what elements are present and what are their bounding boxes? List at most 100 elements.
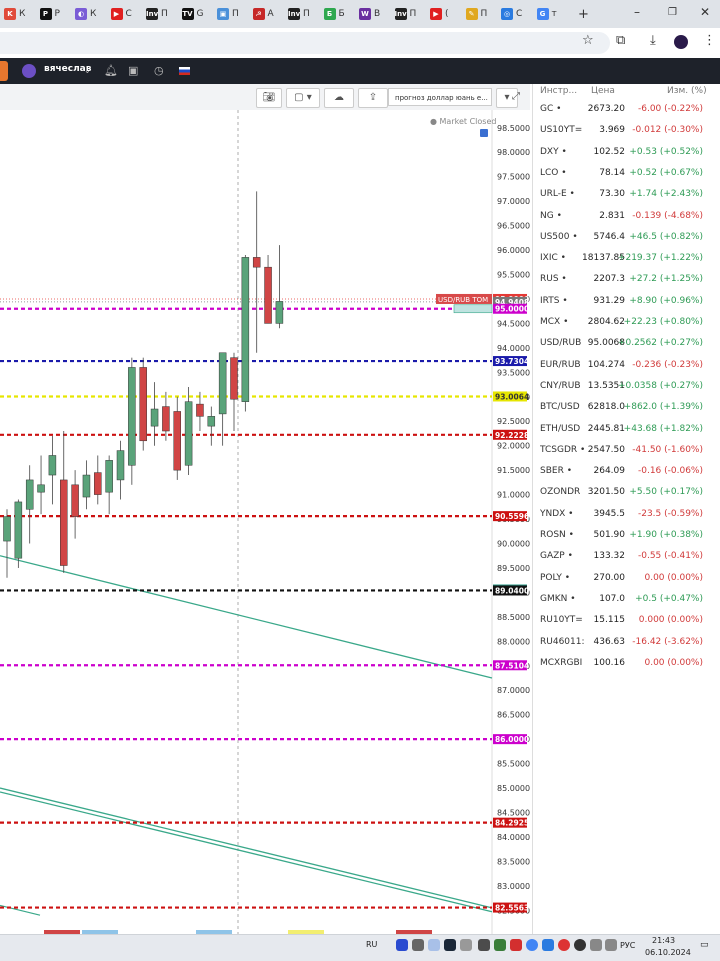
browser-tab[interactable]: ▶( bbox=[430, 5, 449, 23]
tray-app-icon[interactable] bbox=[478, 939, 490, 951]
camera-icon[interactable]: 📷︎ bbox=[256, 88, 282, 108]
watchlist-row[interactable]: YNDX • 3945.5 -23.5 (-0.59%) bbox=[533, 504, 720, 525]
watchlist-row[interactable]: GMKN • 107.0 +0.5 (+0.47%) bbox=[533, 589, 720, 610]
russian-flag-icon[interactable] bbox=[179, 67, 190, 75]
maximize-icon[interactable]: ❐ bbox=[668, 7, 677, 18]
watchlist-row[interactable]: EUR/RUB 104.274 -0.236 (-0.23%) bbox=[533, 355, 720, 376]
volume-icon[interactable] bbox=[605, 939, 617, 951]
browser-tab[interactable]: Inv П bbox=[394, 5, 416, 23]
instrument-change: +0.2562 (+0.27%) bbox=[617, 338, 703, 349]
cloud-save-icon[interactable]: ☁ bbox=[324, 88, 354, 108]
watchlist-row[interactable]: SBER • 264.09 -0.16 (-0.06%) bbox=[533, 461, 720, 482]
watchlist-row[interactable]: OZONDR 3201.50 +5.50 (+0.17%) bbox=[533, 482, 720, 503]
user-name[interactable]: вячеслав bbox=[44, 64, 92, 74]
briefcase-icon[interactable]: ▣ bbox=[128, 64, 139, 77]
side-menu-button[interactable] bbox=[0, 61, 8, 81]
yandex-icon[interactable] bbox=[558, 939, 570, 951]
chevron-down-icon[interactable]: ▾ bbox=[496, 88, 518, 108]
bookmark-star-icon[interactable]: ☆ bbox=[582, 33, 594, 48]
steam-icon[interactable] bbox=[444, 939, 456, 951]
watchlist-row[interactable]: POLY • 270.00 0.00 (0.00%) bbox=[533, 568, 720, 589]
watchlist-row[interactable]: BTC/USD 62818.0 +862.0 (+1.39%) bbox=[533, 397, 720, 418]
instrument-change: -0.16 (-0.06%) bbox=[637, 466, 703, 477]
tray-app-icon[interactable] bbox=[428, 939, 440, 951]
extensions-icon[interactable]: ⧉ bbox=[616, 33, 626, 48]
user-avatar[interactable] bbox=[22, 64, 36, 78]
watchlist-row[interactable]: CNY/RUB 13.5351 +0.0358 (+0.27%) bbox=[533, 376, 720, 397]
browser-tab[interactable]: ✎ П bbox=[465, 5, 487, 23]
symbol-title[interactable]: прогноз доллар юань е... bbox=[388, 88, 492, 106]
wifi-icon[interactable] bbox=[590, 939, 602, 951]
menu-dots-icon[interactable]: ⋮ bbox=[703, 33, 716, 48]
watchlist-row[interactable]: ROSN • 501.90 +1.90 (+0.38%) bbox=[533, 525, 720, 546]
clock-icon[interactable]: ◷ bbox=[154, 64, 164, 77]
cloud-upload-icon[interactable]: ⇪ bbox=[358, 88, 388, 108]
browser-tab[interactable]: ▣ П bbox=[217, 5, 239, 23]
info-icon[interactable] bbox=[480, 129, 488, 137]
browser-tab[interactable]: ◐ К bbox=[75, 5, 96, 23]
chart-style-dropdown[interactable]: ▢ ▾ bbox=[286, 88, 320, 108]
notification-icon[interactable]: ▭ bbox=[700, 940, 709, 950]
tray-app-icon[interactable] bbox=[412, 939, 424, 951]
watchlist-row[interactable]: IRTS • 931.29 +8.90 (+0.96%) bbox=[533, 291, 720, 312]
col-symbol[interactable]: Инстр... bbox=[540, 86, 578, 96]
clock-date[interactable]: 06.10.2024 bbox=[645, 948, 691, 957]
browser-tab[interactable]: Inv П bbox=[288, 5, 310, 23]
tab-favicon-icon: Б bbox=[323, 8, 336, 20]
watchlist-row[interactable]: RU10YT= 15.115 0.000 (0.00%) bbox=[533, 610, 720, 631]
watchlist-row[interactable]: TCSGDR • 2547.50 -41.50 (-1.60%) bbox=[533, 440, 720, 461]
tab-label: В bbox=[374, 9, 381, 19]
watchlist-row[interactable]: GC • 2673.20 -6.00 (-0.22%) bbox=[533, 99, 720, 120]
new-tab-button[interactable]: + bbox=[578, 6, 589, 22]
browser-tab[interactable]: Inv П bbox=[146, 5, 168, 23]
fullscreen-icon[interactable]: ⤢ bbox=[512, 91, 520, 102]
nvidia-icon[interactable] bbox=[494, 939, 506, 951]
instrument-price: 264.09 bbox=[593, 466, 626, 477]
instrument-price: 95.0068 bbox=[587, 338, 625, 349]
price-chart[interactable]: 98.5000 98.0000 97.5000 97.0000 96.5000 96.00… bbox=[0, 110, 530, 940]
col-price[interactable]: Цена bbox=[591, 86, 615, 96]
clock-time[interactable]: 21:43 bbox=[652, 936, 676, 945]
watchlist-row[interactable]: MCX • 2804.62 +22.23 (+0.80%) bbox=[533, 312, 720, 333]
watchlist-row[interactable]: LCO • 78.14 +0.52 (+0.67%) bbox=[533, 163, 720, 184]
watchlist-row[interactable]: GAZP • 133.32 -0.55 (-0.41%) bbox=[533, 546, 720, 567]
download-icon[interactable]: ⤓ bbox=[650, 33, 656, 48]
tray-app-icon[interactable] bbox=[510, 939, 522, 951]
watchlist-row[interactable]: RUS • 2207.3 +27.2 (+1.25%) bbox=[533, 269, 720, 290]
close-window-icon[interactable]: ✕ bbox=[700, 5, 711, 19]
chevron-down-icon[interactable]: ⌄ bbox=[84, 66, 91, 75]
watchlist-row[interactable]: MCXRGBI 100.16 0.00 (0.00%) bbox=[533, 653, 720, 674]
bell-icon[interactable]: 🔔︎ bbox=[104, 64, 118, 77]
watchlist-row[interactable]: IXIC • 18137.85 +219.37 (+1.22%) bbox=[533, 248, 720, 269]
omnibox[interactable] bbox=[0, 32, 610, 54]
watchlist-row[interactable]: ETH/USD 2445.81 +43.68 (+1.82%) bbox=[533, 419, 720, 440]
watchlist-row[interactable]: NG • 2.831 -0.139 (-4.68%) bbox=[533, 206, 720, 227]
profile-avatar[interactable] bbox=[674, 35, 688, 49]
browser-tab[interactable]: ◎ С bbox=[501, 5, 522, 23]
watchlist-row[interactable]: US500 • 5746.4 +46.5 (+0.82%) bbox=[533, 227, 720, 248]
price-line-tag bbox=[493, 303, 527, 314]
browser-tab[interactable]: ▶ С bbox=[110, 5, 132, 23]
watchlist-row[interactable]: RU46011: 436.63 -16.42 (-3.62%) bbox=[533, 632, 720, 653]
watchlist-row[interactable]: URL-E • 73.30 +1.74 (+2.43%) bbox=[533, 184, 720, 205]
chrome-icon[interactable] bbox=[526, 939, 538, 951]
tray-app-icon[interactable] bbox=[396, 939, 408, 951]
tray-app-icon[interactable] bbox=[542, 939, 554, 951]
watchlist-row[interactable]: DXY • 102.52 +0.53 (+0.52%) bbox=[533, 142, 720, 163]
language-indicator[interactable]: RU bbox=[366, 940, 378, 949]
tray-app-icon[interactable] bbox=[574, 939, 586, 951]
browser-tab[interactable]: ☭ А bbox=[252, 5, 274, 23]
tray-app-icon[interactable] bbox=[460, 939, 472, 951]
app-header: вячеслав ⌄ 🔔︎ ▣ ◷ bbox=[0, 58, 720, 84]
watchlist-row[interactable]: USD/RUB 95.0068 +0.2562 (+0.27%) bbox=[533, 333, 720, 354]
col-change[interactable]: Изм. (%) bbox=[667, 86, 707, 96]
browser-tab[interactable]: TV G bbox=[181, 5, 203, 23]
watchlist-row[interactable]: US10YT= 3.969 -0.012 (-0.30%) bbox=[533, 120, 720, 141]
minimize-icon[interactable]: – bbox=[634, 5, 640, 19]
keyboard-layout[interactable]: РУС bbox=[620, 941, 636, 950]
